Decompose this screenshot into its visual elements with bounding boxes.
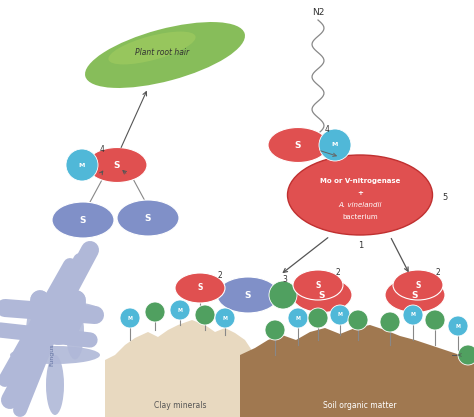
Circle shape — [66, 149, 98, 181]
Text: S: S — [145, 214, 151, 223]
Circle shape — [145, 302, 165, 322]
Ellipse shape — [268, 128, 328, 163]
Text: S: S — [315, 281, 321, 289]
Text: 2: 2 — [336, 268, 341, 277]
Text: 3: 3 — [282, 275, 287, 284]
Ellipse shape — [393, 270, 443, 300]
Text: N2: N2 — [312, 8, 324, 17]
Circle shape — [170, 300, 190, 320]
Text: S: S — [80, 216, 86, 224]
Ellipse shape — [288, 155, 432, 235]
Text: M: M — [79, 163, 85, 168]
Circle shape — [308, 308, 328, 328]
Ellipse shape — [46, 355, 64, 415]
Circle shape — [319, 129, 351, 161]
Text: S: S — [319, 291, 325, 299]
Circle shape — [330, 305, 350, 325]
Circle shape — [348, 310, 368, 330]
Circle shape — [458, 345, 474, 365]
Ellipse shape — [52, 202, 114, 238]
Text: M: M — [295, 316, 301, 321]
Text: M: M — [410, 312, 416, 317]
Text: 4: 4 — [325, 125, 330, 134]
Text: Mo or V-nitrogenase: Mo or V-nitrogenase — [320, 178, 400, 184]
Text: Clay minerals: Clay minerals — [154, 400, 206, 409]
Text: 1: 1 — [358, 241, 363, 250]
Text: M: M — [456, 324, 461, 329]
Ellipse shape — [385, 277, 445, 312]
Text: +: + — [357, 190, 363, 196]
Text: Soil organic matter: Soil organic matter — [323, 400, 397, 409]
Text: 5: 5 — [442, 193, 447, 202]
Text: A. vinelandii: A. vinelandii — [338, 202, 382, 208]
Text: S: S — [245, 291, 251, 299]
Polygon shape — [240, 325, 474, 417]
Text: Fungus: Fungus — [49, 344, 55, 366]
Text: 2: 2 — [218, 271, 223, 280]
Text: 2: 2 — [436, 268, 441, 277]
Text: M: M — [128, 316, 133, 321]
Circle shape — [448, 316, 468, 336]
Ellipse shape — [117, 200, 179, 236]
Circle shape — [288, 308, 308, 328]
Ellipse shape — [16, 350, 34, 400]
Text: S: S — [415, 281, 421, 289]
Text: M: M — [332, 143, 338, 148]
Text: Plant root hair: Plant root hair — [135, 48, 189, 56]
Text: bacterium: bacterium — [342, 214, 378, 220]
Polygon shape — [105, 320, 255, 417]
Text: S: S — [197, 284, 203, 292]
Circle shape — [195, 305, 215, 325]
Circle shape — [425, 310, 445, 330]
Ellipse shape — [85, 22, 245, 88]
Ellipse shape — [66, 304, 84, 359]
Circle shape — [265, 320, 285, 340]
Text: M: M — [337, 312, 343, 317]
Ellipse shape — [292, 277, 352, 312]
Text: S: S — [412, 291, 418, 299]
Circle shape — [403, 305, 423, 325]
Circle shape — [269, 281, 297, 309]
Text: M: M — [177, 307, 182, 312]
Ellipse shape — [10, 301, 100, 319]
Ellipse shape — [293, 270, 343, 300]
Circle shape — [215, 308, 235, 328]
Ellipse shape — [87, 148, 147, 183]
Text: M: M — [222, 316, 228, 321]
Circle shape — [380, 312, 400, 332]
Ellipse shape — [26, 304, 44, 359]
Ellipse shape — [109, 32, 196, 65]
Circle shape — [120, 308, 140, 328]
Ellipse shape — [10, 346, 100, 364]
Text: S: S — [295, 141, 301, 150]
Ellipse shape — [217, 277, 279, 313]
Text: S: S — [114, 161, 120, 169]
Ellipse shape — [175, 273, 225, 303]
Text: 4: 4 — [100, 145, 105, 154]
